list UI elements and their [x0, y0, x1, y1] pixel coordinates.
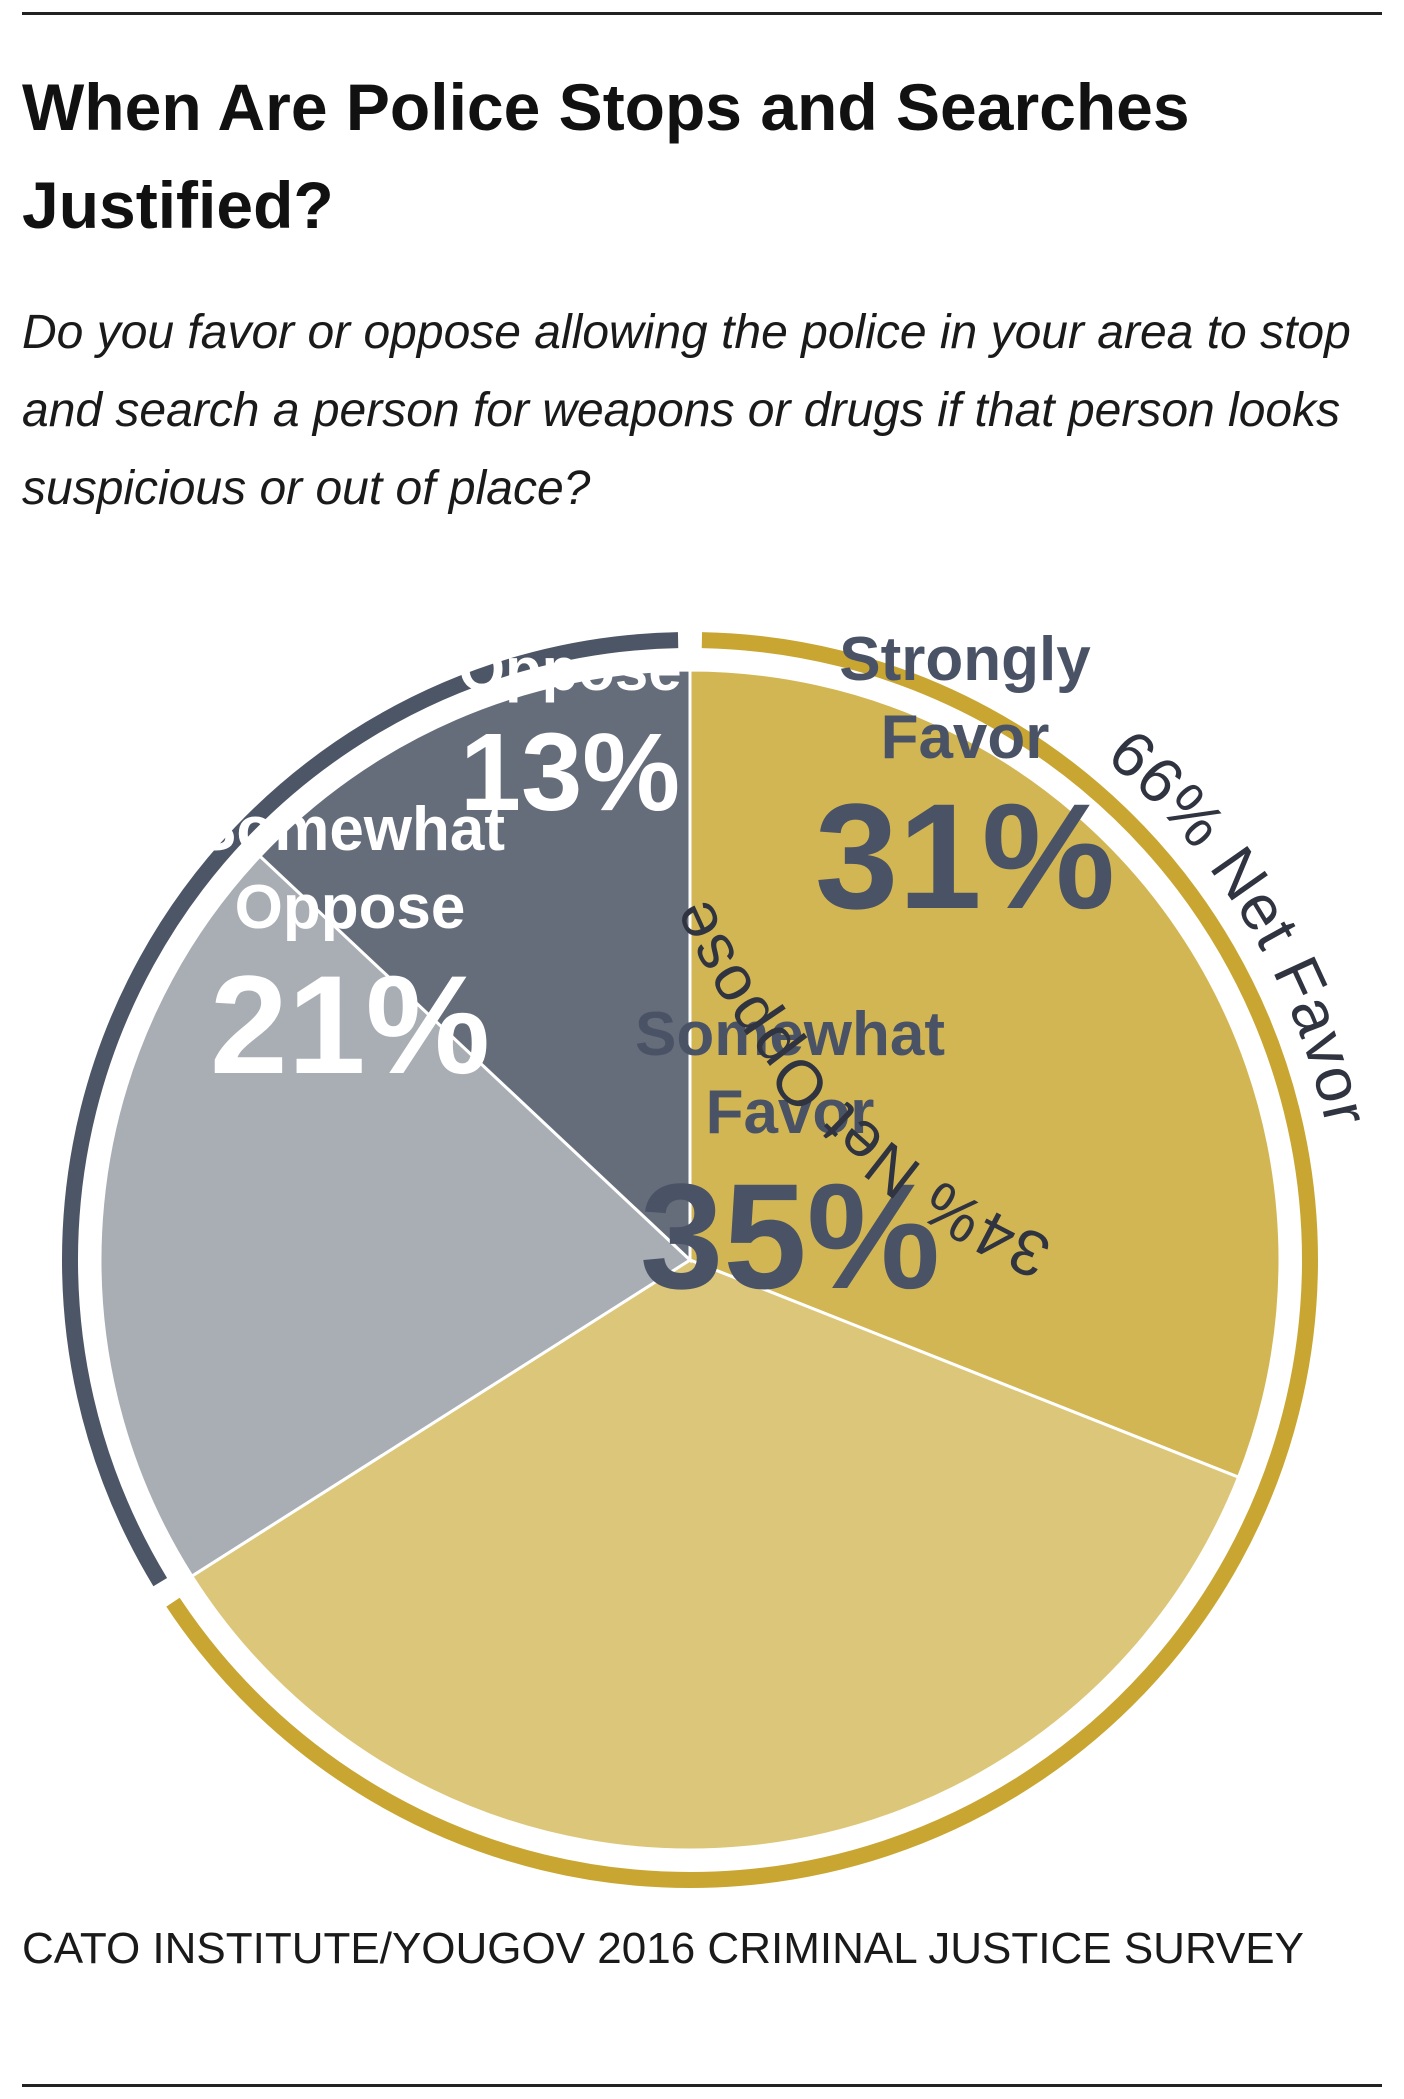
slice-label-strongly-oppose: Strongly	[448, 566, 692, 633]
slice-label-somewhat-oppose: Oppose	[235, 873, 466, 942]
pie-chart: StronglyFavor31%SomewhatFavor35%Somewhat…	[62, 566, 1382, 1888]
source-note: CATO INSTITUTE/YOUGOV 2016 CRIMINAL JUST…	[22, 1924, 1304, 1973]
chart-title: When Are Police Stops and Searches Justi…	[22, 70, 1190, 242]
slice-strongly-oppose	[257, 668, 692, 1264]
top-rule	[22, 12, 1382, 15]
pie-slices	[98, 668, 1282, 1852]
group-arc-34-net-oppose	[62, 632, 679, 1587]
slice-label-somewhat-favor: Favor	[706, 1078, 875, 1147]
slice-value-somewhat-favor: 35%	[640, 1152, 940, 1320]
survey-question: Do you favor or oppose allowing the poli…	[22, 306, 1351, 515]
slice-label-somewhat-oppose: Somewhat	[195, 795, 505, 864]
group-arcs	[62, 632, 1318, 1888]
slice-label-strongly-oppose: Oppose	[458, 636, 681, 703]
slice-somewhat-oppose	[98, 853, 693, 1579]
slice-value-somewhat-oppose: 21%	[210, 946, 490, 1103]
group-arc-66-net-favor	[166, 632, 1318, 1888]
slice-value-strongly-favor: 31%	[815, 772, 1115, 940]
bottom-rule	[22, 2084, 1382, 2087]
slice-label-somewhat-favor: Somewhat	[635, 1000, 945, 1069]
slice-labels: StronglyFavor31%SomewhatFavor35%Somewhat…	[195, 566, 1382, 1320]
slice-label-strongly-favor: Favor	[881, 703, 1050, 772]
slice-label-strongly-favor: Strongly	[839, 625, 1091, 694]
slice-strongly-favor	[688, 668, 1282, 1480]
slice-value-strongly-oppose: 13%	[460, 711, 680, 834]
slice-somewhat-favor	[189, 1258, 1241, 1852]
